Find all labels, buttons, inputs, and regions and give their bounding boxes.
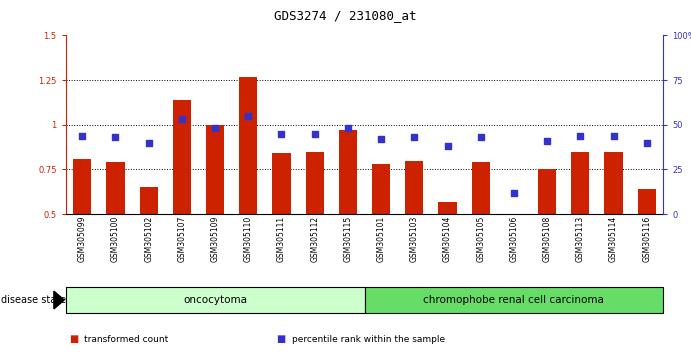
Point [409, 135, 420, 140]
Bar [106, 162, 124, 214]
Text: GDS3274 / 231080_at: GDS3274 / 231080_at [274, 9, 417, 22]
Point [276, 131, 287, 137]
Point [641, 140, 652, 145]
Point [575, 133, 586, 138]
Bar [471, 162, 490, 214]
Bar [339, 130, 357, 214]
Point [542, 138, 553, 144]
Point [376, 136, 387, 142]
Bar [505, 214, 523, 299]
Bar [140, 187, 158, 214]
Bar [73, 159, 91, 214]
Point [209, 126, 220, 131]
Bar [206, 125, 224, 214]
Text: ■: ■ [276, 334, 285, 344]
Point [608, 133, 619, 138]
Point [143, 140, 154, 145]
Point [309, 131, 320, 137]
Text: ■: ■ [69, 334, 78, 344]
Point [442, 143, 453, 149]
Point [475, 135, 486, 140]
Bar [272, 153, 291, 214]
Point [176, 116, 187, 122]
Text: chromophobe renal cell carcinoma: chromophobe renal cell carcinoma [424, 295, 605, 305]
Bar [438, 202, 457, 214]
Text: disease state: disease state [1, 295, 66, 305]
Bar [305, 152, 324, 214]
Bar [538, 170, 556, 214]
Text: oncocytoma: oncocytoma [183, 295, 247, 305]
Text: transformed count: transformed count [84, 335, 169, 344]
Bar [638, 189, 656, 214]
Bar [405, 161, 424, 214]
Bar [372, 164, 390, 214]
Bar [173, 100, 191, 214]
Text: percentile rank within the sample: percentile rank within the sample [292, 335, 445, 344]
Point [110, 135, 121, 140]
Polygon shape [54, 291, 64, 309]
Bar [239, 76, 258, 214]
Point [77, 133, 88, 138]
Point [509, 190, 520, 195]
Point [243, 113, 254, 119]
Bar [605, 152, 623, 214]
Bar [571, 152, 589, 214]
Point [342, 126, 353, 131]
